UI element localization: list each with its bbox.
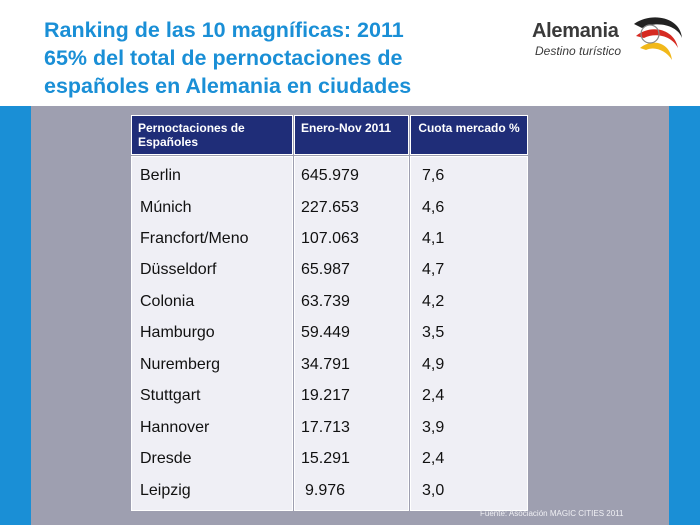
table-row: Francfort/Meno 107.063 4,1	[131, 230, 528, 254]
share-cell: 2,4	[422, 387, 445, 404]
nights-cell: 17.713	[301, 419, 350, 436]
table-row: Dresde 15.291 2,4	[131, 450, 528, 474]
table-row: Hannover 17.713 3,9	[131, 419, 528, 443]
share-cell: 3,5	[422, 324, 445, 341]
eagle-swoosh-icon	[634, 17, 682, 60]
nights-cell: 59.449	[301, 324, 350, 341]
share-cell: 4,9	[422, 356, 445, 373]
title-line-2: 65% del total de pernoctaciones de	[44, 46, 403, 70]
header-share: Cuota mercado %	[410, 115, 528, 155]
city-cell: Leipzig	[140, 482, 191, 499]
share-cell: 2,4	[422, 450, 445, 467]
table-row: Berlin 645.979 7,6	[131, 167, 528, 191]
slide-title: Ranking de las 10 magníficas: 2011 65% d…	[44, 16, 484, 100]
alemania-logo: Alemania Destino turístico	[532, 14, 692, 84]
city-cell: Colonia	[140, 293, 195, 310]
column-share	[410, 156, 528, 511]
source-note: Fuente: Asociación MAGIC CITIES 2011	[480, 509, 624, 518]
nights-cell: 15.291	[301, 450, 350, 467]
column-nights	[294, 156, 409, 511]
city-cell: Hamburgo	[140, 324, 215, 341]
table-row: Stuttgart 19.217 2,4	[131, 387, 528, 411]
ranking-table: Pernoctaciones de Españoles Enero-Nov 20…	[131, 115, 528, 511]
nights-cell: 645.979	[301, 167, 359, 184]
share-cell: 3,9	[422, 419, 445, 436]
nights-cell: 19.217	[301, 387, 350, 404]
nights-cell: 63.739	[301, 293, 350, 310]
nights-cell: 65.987	[301, 261, 350, 278]
share-cell: 7,6	[422, 167, 445, 184]
share-cell: 4,7	[422, 261, 445, 278]
title-line-1: Ranking de las 10 magníficas: 2011	[44, 18, 404, 42]
table-row: Colonia 63.739 4,2	[131, 293, 528, 317]
title-line-3: españoles en Alemania en ciudades	[44, 74, 412, 98]
table-row: Leipzig 9.976 3,0	[131, 482, 528, 506]
table-row: Düsseldorf 65.987 4,7	[131, 261, 528, 285]
table-row: Hamburgo 59.449 3,5	[131, 324, 528, 348]
header-nights: Enero-Nov 2011	[294, 115, 409, 155]
city-cell: Düsseldorf	[140, 261, 217, 278]
share-cell: 4,6	[422, 199, 445, 216]
city-cell: Stuttgart	[140, 387, 201, 404]
city-cell: Hannover	[140, 419, 210, 436]
header-city: Pernoctaciones de Españoles	[131, 115, 293, 155]
city-cell: Dresde	[140, 450, 192, 467]
logo-tagline: Destino turístico	[535, 44, 622, 58]
city-cell: Berlin	[140, 167, 181, 184]
share-cell: 4,2	[422, 293, 445, 310]
column-city	[131, 156, 293, 511]
nights-cell: 9.976	[305, 482, 346, 499]
city-cell: Nuremberg	[140, 356, 221, 373]
nights-cell: 34.791	[301, 356, 350, 373]
city-cell: Francfort/Meno	[140, 230, 249, 247]
share-cell: 4,1	[422, 230, 445, 247]
share-cell: 3,0	[422, 482, 445, 499]
table-row: Múnich 227.653 4,6	[131, 199, 528, 223]
nights-cell: 227.653	[301, 199, 359, 216]
city-cell: Múnich	[140, 199, 192, 216]
table-row: Nuremberg 34.791 4,9	[131, 356, 528, 380]
nights-cell: 107.063	[301, 230, 359, 247]
logo-name: Alemania	[532, 20, 619, 42]
